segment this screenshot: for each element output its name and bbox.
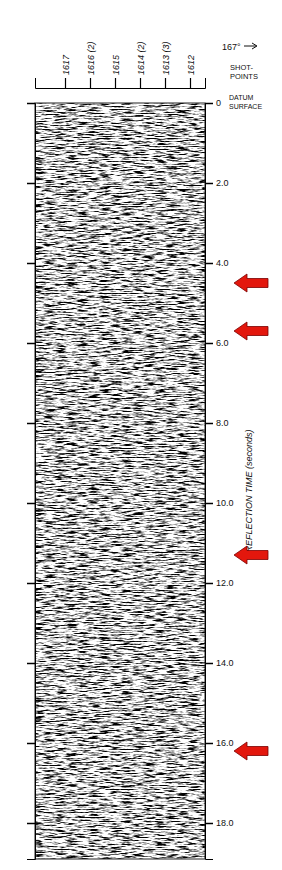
arrow <box>234 322 268 340</box>
y-tick: 2.0 <box>205 178 229 188</box>
y-tick-left-mark <box>27 743 35 745</box>
y-tick: 0 <box>205 98 221 108</box>
y-tick-label: 6.0 <box>216 338 229 348</box>
plot-area <box>35 103 205 859</box>
y-tick-label: 0 <box>216 98 221 108</box>
y-tick-label: 4.0 <box>216 258 229 268</box>
y-tick-left <box>27 823 35 824</box>
y-tick-left-mark <box>27 503 35 505</box>
y-tick-label: 16.0 <box>216 738 234 748</box>
y-axis: 0 2.0 4.0 6.0 8.0 10.0 12.0 14.0 16.0 18.0 <box>205 98 234 859</box>
y-axis-left-line <box>27 104 36 860</box>
arrows <box>234 274 268 760</box>
y-tick-left <box>27 103 35 104</box>
y-tick-left-mark <box>27 823 35 825</box>
x-tick-label: 1614 (2) <box>136 41 146 75</box>
y-tick-mark <box>205 663 213 665</box>
x-tick-mark <box>165 78 166 88</box>
x-tick-label: 1616 (2) <box>86 41 96 75</box>
y-tick: 12.0 <box>205 578 234 588</box>
datum-label: SURFACE <box>229 103 262 110</box>
x-tick-mark <box>140 78 141 88</box>
y-tick-label: 2.0 <box>216 178 229 188</box>
y-tick-mark <box>205 503 213 505</box>
x-tick: 1613 (3) <box>161 41 171 88</box>
azimuth-arrow <box>244 43 257 49</box>
chart: 02.04.06.08.010.012.014.016.018.01617161… <box>0 0 282 870</box>
plot-frame <box>35 103 205 859</box>
y-tick: 6.0 <box>205 338 229 348</box>
y-tick-mark <box>205 423 213 425</box>
x-axis: 1617 1616 (2) 1615 1614 (2) 1613 (3) 1612 <box>36 41 206 88</box>
y-tick-mark <box>205 263 213 265</box>
y-tick-left-mark <box>27 183 35 185</box>
x-axis-title: SHOT- <box>230 63 253 72</box>
y-tick-mark <box>205 343 213 345</box>
y-tick-left <box>27 263 35 264</box>
y-tick-label: 12.0 <box>216 578 234 588</box>
x-tick-mark <box>65 78 66 88</box>
y-tick-mark <box>205 823 213 825</box>
x-tick-label: 1615 <box>111 54 121 75</box>
x-tick: 1614 (2) <box>136 41 146 88</box>
x-tick-mark <box>190 78 191 88</box>
x-tick-label: 1617 <box>61 54 71 75</box>
y-tick-left-mark <box>27 663 35 665</box>
y-tick-left <box>27 423 35 424</box>
x-axis-line <box>36 78 206 89</box>
y-tick-mark <box>205 183 213 185</box>
y-tick-label: 10.0 <box>216 498 234 508</box>
y-tick-left <box>27 743 35 744</box>
x-tick: 1612 <box>186 55 196 88</box>
y-tick-left <box>27 503 35 504</box>
y-tick-left <box>27 343 35 344</box>
y-tick-mark <box>205 103 213 105</box>
x-tick-label: 1612 <box>186 55 196 75</box>
y-axis-line <box>206 104 214 860</box>
y-tick: 10.0 <box>205 498 234 508</box>
y-tick-left <box>27 183 35 184</box>
seismic-texture <box>35 103 205 859</box>
y-tick-label: 18.0 <box>216 818 234 828</box>
y-tick-left-mark <box>27 343 35 345</box>
azimuth-label: 167° <box>222 42 241 52</box>
arrow <box>234 274 268 292</box>
plot-background <box>35 103 205 859</box>
y-tick: 4.0 <box>205 258 229 268</box>
y-tick-label: 8.0 <box>216 418 229 428</box>
y-tick: 16.0 <box>205 738 234 748</box>
y-tick: 18.0 <box>205 818 234 828</box>
x-tick-label: 1613 (3) <box>161 41 171 75</box>
y-tick-left <box>27 583 35 584</box>
y-tick: 14.0 <box>205 658 234 668</box>
x-tick: 1616 (2) <box>86 41 96 88</box>
y-tick-label: 14.0 <box>216 658 234 668</box>
y-tick-left-mark <box>27 263 35 265</box>
y-tick-mark <box>205 743 213 745</box>
y-axis-title: REFLECTION TIME (seconds) <box>244 429 254 552</box>
y-axis-left <box>27 104 36 860</box>
x-tick-mark <box>115 78 116 88</box>
x-tick: 1617 <box>61 54 71 88</box>
x-axis-title: POINTS <box>230 72 258 81</box>
y-tick: 8.0 <box>205 418 229 428</box>
arrow <box>234 546 268 564</box>
y-tick-left <box>27 663 35 664</box>
y-tick-left-mark <box>27 423 35 425</box>
y-tick-left-mark <box>27 103 35 105</box>
datum-label: DATUM <box>229 94 254 101</box>
y-tick-mark <box>205 583 213 585</box>
x-tick: 1615 <box>111 54 121 88</box>
y-tick-left-mark <box>27 583 35 585</box>
x-tick-mark <box>90 78 91 88</box>
arrow <box>234 742 268 760</box>
